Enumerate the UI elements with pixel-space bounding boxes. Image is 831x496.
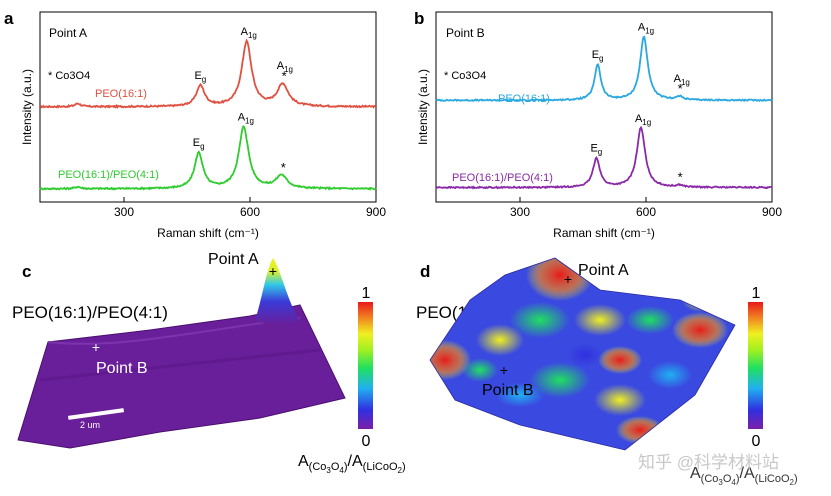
panel-c-letter: c	[22, 262, 31, 281]
peak-label: A1g	[241, 26, 257, 40]
panel-b-lines	[435, 35, 773, 190]
panel-c-colorbar-max: 1	[362, 285, 371, 302]
panel-c: c PEO(16:1)/PEO(4:1) + + Point A Point B…	[12, 251, 406, 475]
panel-c-point-b-label: Point B	[96, 360, 148, 377]
peak-label: *	[678, 81, 683, 96]
panel-b-title: Point B	[446, 26, 485, 40]
panel-c-scale-bar	[67, 408, 125, 420]
panel-c-title: PEO(16:1)/PEO(4:1)	[12, 303, 168, 322]
x-tick-label: 300	[510, 205, 530, 219]
panel-c-scale-label: 2 um	[80, 420, 100, 430]
peak-label: A1g	[635, 113, 651, 127]
peak-label: Eg	[590, 143, 602, 157]
x-tick-label: 600	[636, 205, 656, 219]
x-tick-label: 900	[762, 205, 782, 219]
panel-d-surface-edge	[429, 257, 736, 451]
peak-label: Eg	[194, 70, 206, 84]
panel-d-marker-a: +	[564, 271, 572, 287]
panel-a-xlabel: Raman shift (cm⁻¹)	[157, 226, 259, 240]
panel-a: a Point A * Co3O4 Intensity (a.u.) Raman…	[4, 9, 386, 240]
peak-label: Eg	[592, 49, 604, 63]
x-tick-label: 600	[240, 205, 260, 219]
panel-c-colorbar	[358, 302, 373, 429]
watermark: 知乎 @科学材料站	[638, 453, 779, 472]
series-line	[435, 35, 773, 103]
panel-a-star-legend: * Co3O4	[48, 70, 90, 82]
panel-d-point-a-label: Point A	[578, 262, 629, 279]
panel-d-colorbar-min: 0	[752, 433, 761, 450]
x-tick-label: 300	[114, 205, 134, 219]
panel-d-colorbar-max: 1	[752, 285, 761, 302]
panel-d-letter: d	[420, 262, 430, 281]
panel-d: d PEO(16:1) + + Point A Point B 1	[416, 257, 798, 487]
x-tick-label: 900	[366, 205, 386, 219]
panel-b-frame	[435, 11, 773, 203]
series-line	[39, 38, 377, 109]
panel-a-title: Point A	[49, 26, 87, 40]
panel-b-xlabel: Raman shift (cm⁻¹)	[553, 226, 655, 240]
panel-c-peak	[255, 258, 300, 325]
panel-d-colorbar	[748, 302, 763, 429]
peak-label: *	[281, 160, 286, 175]
panel-b-xaxis: 300 600 900	[510, 197, 782, 219]
panel-c-marker-b: +	[92, 339, 100, 355]
panel-b-letter: b	[414, 9, 424, 28]
panel-b-star-legend: * Co3O4	[444, 70, 486, 82]
panel-b-series-label-purple: PEO(16:1)/PEO(4:1)	[452, 172, 553, 184]
panel-a-series-label-red: PEO(16:1)	[95, 88, 147, 100]
panel-c-surface-shade	[39, 348, 321, 382]
panel-a-lines	[39, 38, 377, 191]
peak-label: Eg	[193, 137, 205, 151]
peak-label: *	[678, 170, 683, 185]
panel-b-series-label-blue: PEO(16:1)	[498, 93, 550, 105]
series-line	[435, 125, 773, 190]
panel-c-marker-a: +	[269, 263, 277, 279]
peak-label: A1g	[238, 112, 254, 126]
panel-b: b Point B * Co3O4 Intensity (a.u.) Raman…	[414, 9, 782, 240]
panel-c-colorbar-min: 0	[362, 433, 371, 450]
series-line	[39, 125, 377, 191]
panel-c-point-a-label: Point A	[208, 251, 259, 268]
panel-d-marker-b: +	[500, 362, 508, 378]
peak-label: A1g	[638, 22, 654, 36]
panel-a-letter: a	[4, 9, 14, 28]
peak-label: *	[282, 68, 287, 83]
panel-a-frame	[39, 11, 377, 203]
panel-a-xaxis: 300 600 900	[114, 197, 386, 219]
panel-b-ylabel: Intensity (a.u.)	[416, 69, 430, 145]
panel-a-ylabel: Intensity (a.u.)	[20, 69, 34, 145]
panel-a-series-label-green: PEO(16:1)/PEO(4:1)	[58, 169, 159, 181]
panel-c-colorbar-label: A(Co3O4)/A(LiCoO2)	[298, 453, 406, 475]
panel-d-point-b-label: Point B	[482, 382, 534, 399]
